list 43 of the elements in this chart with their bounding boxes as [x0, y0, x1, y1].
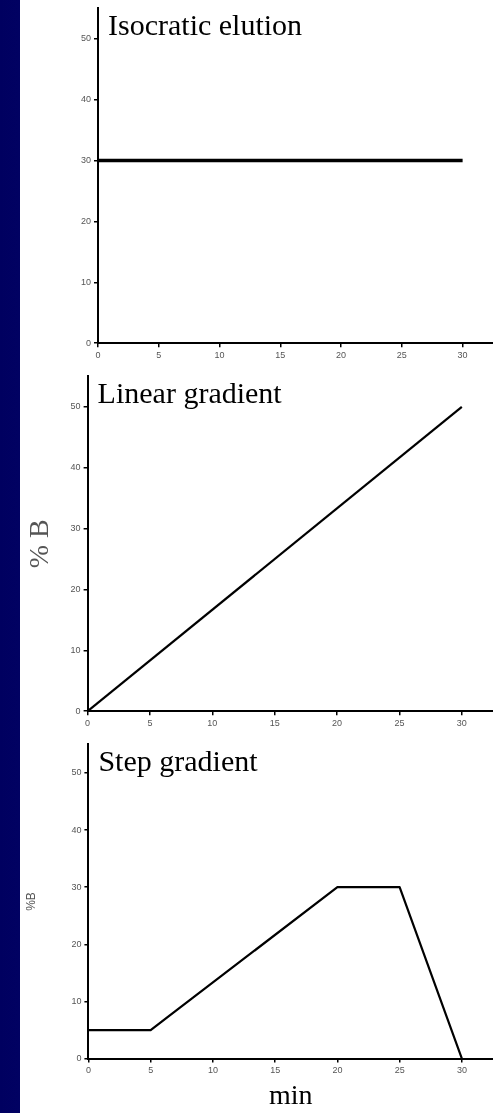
y-tick-label: 50 [71, 767, 82, 778]
x-tick-label: 15 [275, 350, 286, 361]
y-tick-label: 40 [81, 94, 92, 105]
y-tick-label: 40 [70, 462, 81, 473]
x-tick-label: 10 [207, 1065, 218, 1076]
x-tick-label: 15 [269, 718, 280, 729]
x-tick-label: 20 [332, 1065, 343, 1076]
x-tick-label: 20 [332, 718, 343, 729]
x-tick-label: 25 [394, 1065, 405, 1076]
x-tick-label: 25 [396, 350, 407, 361]
x-tick-label: 30 [456, 718, 467, 729]
y-tick-label: 10 [70, 644, 81, 655]
y-tick-label: 0 [76, 1053, 82, 1064]
x-axis-title: min [268, 1078, 313, 1110]
y-tick-label: 40 [71, 824, 82, 835]
x-tick-label: 5 [156, 350, 162, 361]
chart-title: Isocratic elution [108, 8, 303, 42]
x-tick-label: 10 [207, 718, 218, 729]
y-tick-label: 30 [81, 155, 92, 166]
x-tick-label: 25 [394, 718, 405, 729]
y-tick-label: 20 [71, 938, 82, 949]
y-axis-title: %B [23, 892, 38, 911]
y-tick-label: 10 [71, 995, 82, 1006]
x-tick-label: 30 [456, 1065, 467, 1076]
y-tick-label: 30 [70, 523, 81, 534]
x-tick-label: 20 [336, 350, 347, 361]
y-tick-label: 10 [81, 276, 92, 287]
x-tick-label: 5 [148, 1065, 154, 1076]
x-tick-label: 15 [270, 1065, 281, 1076]
x-tick-label: 10 [214, 350, 225, 361]
x-tick-label: 5 [147, 718, 153, 729]
y-tick-label: 0 [75, 705, 81, 716]
y-tick-label: 50 [70, 401, 81, 412]
y-tick-label: 0 [86, 337, 92, 348]
chart-title: Step gradient [98, 744, 259, 778]
x-tick-label: 0 [95, 350, 101, 361]
y-tick-label: 20 [70, 583, 81, 594]
y-axis-title: % B [23, 519, 55, 569]
chart-title: Linear gradient [97, 376, 283, 410]
x-tick-label: 30 [457, 350, 468, 361]
y-tick-label: 50 [81, 33, 92, 44]
y-tick-label: 30 [71, 881, 82, 892]
y-tick-label: 20 [81, 215, 92, 226]
